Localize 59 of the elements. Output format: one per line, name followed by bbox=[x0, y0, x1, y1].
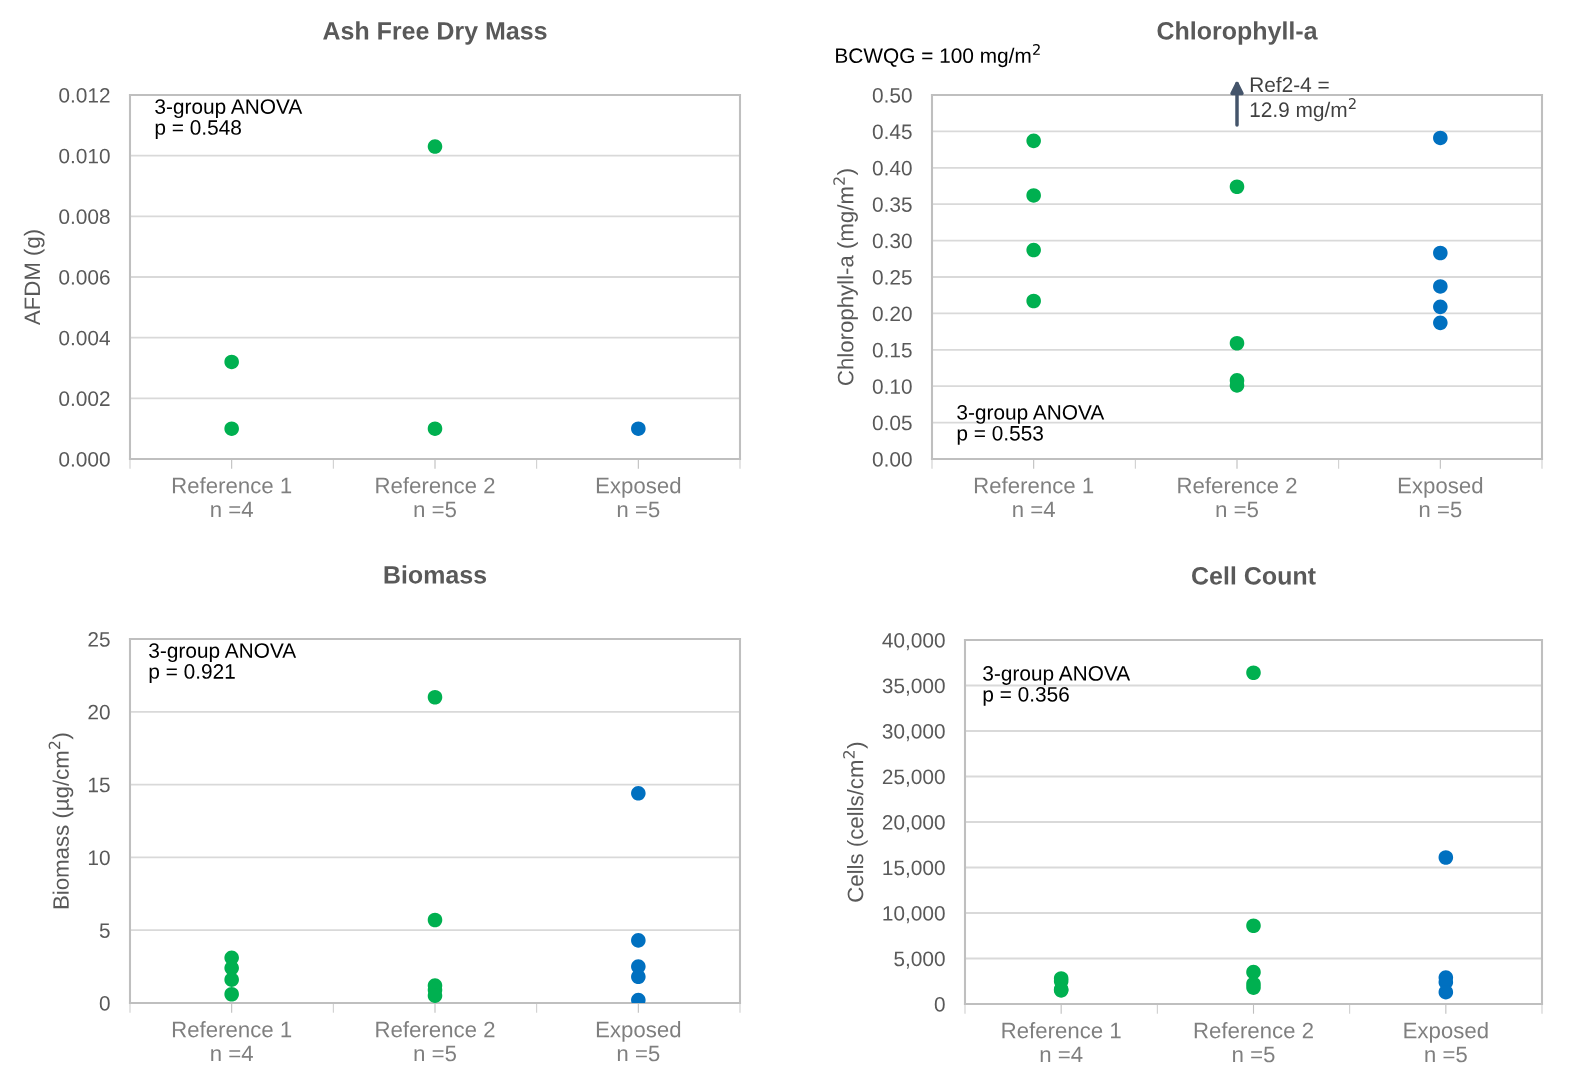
y-tick-label: 15,000 bbox=[883, 860, 945, 878]
x-tick-label: Exposed n =5 bbox=[596, 477, 681, 518]
chart-title: Ash Free Dry Mass bbox=[323, 21, 547, 45]
x-tick-label: Reference 2 n =5 bbox=[376, 477, 495, 518]
y-tick-label: 20,000 bbox=[882, 815, 945, 833]
y-axis-title: Chlorophyll-a (mg/m$^{2}$) bbox=[833, 169, 858, 385]
y-tick-label: 20 bbox=[88, 704, 110, 720]
y-tick-label: 0.10 bbox=[872, 379, 912, 394]
annotation: 3-group ANOVA p = 0.553 bbox=[957, 404, 1105, 445]
chart-title: Chlorophyll-a bbox=[1157, 21, 1318, 45]
y-tick-label: 5,000 bbox=[894, 951, 945, 969]
x-tick-label: Reference 1 n =4 bbox=[1002, 1022, 1121, 1063]
y-tick-label: 15 bbox=[88, 777, 110, 793]
x-tick-label: Reference 2 n =5 bbox=[1178, 477, 1297, 518]
y-axis-title: Biomass (µg/cm$^{2}$) bbox=[48, 733, 74, 909]
y-tick-label: 0.00 bbox=[872, 452, 912, 467]
y-tick-label: 0.30 bbox=[872, 233, 912, 249]
chart-title: Cell Count bbox=[1192, 566, 1316, 585]
y-tick-label: 30,000 bbox=[882, 724, 945, 742]
y-tick-label: 0.006 bbox=[59, 270, 110, 285]
x-tick-label: Exposed n =5 bbox=[1398, 477, 1483, 518]
annotation: 3-group ANOVA p = 0.548 bbox=[155, 99, 303, 139]
y-tick-label: 0.45 bbox=[872, 124, 912, 140]
x-tick-label: Reference 1 n =4 bbox=[974, 477, 1094, 518]
x-tick-label: Reference 2 n =5 bbox=[1194, 1022, 1313, 1063]
y-tick-label: 0.002 bbox=[59, 391, 110, 407]
y-tick-label: 35,000 bbox=[882, 678, 945, 696]
y-axis-title: Cells (cells/cm$^{2}$) bbox=[843, 742, 868, 902]
y-tick-label: 0 bbox=[934, 997, 945, 1012]
y-tick-label: 0.40 bbox=[872, 160, 912, 176]
y-tick-label: 40,000 bbox=[882, 633, 945, 651]
x-tick-label: Exposed n =5 bbox=[1404, 1022, 1488, 1063]
chart-title: Biomass bbox=[384, 565, 487, 584]
y-tick-label: 0.05 bbox=[872, 415, 912, 431]
y-tick-label: 5 bbox=[99, 923, 110, 938]
y-tick-label: 0.000 bbox=[59, 452, 110, 467]
y-tick-label: 25,000 bbox=[882, 769, 945, 787]
y-tick-label: 0.20 bbox=[872, 306, 912, 322]
y-tick-label: 25 bbox=[88, 632, 110, 647]
y-tick-label: 10,000 bbox=[883, 906, 945, 924]
x-tick-label: Reference 2 n =5 bbox=[376, 1021, 495, 1062]
y-tick-label: 10 bbox=[88, 850, 110, 866]
text: BCWQG = 100 mg/m$^{2}$ bbox=[836, 44, 1040, 68]
y-tick-label: 0.35 bbox=[872, 197, 912, 212]
annotation: 3-group ANOVA p = 0.921 bbox=[149, 643, 297, 683]
y-axis-title: AFDM (g) bbox=[23, 230, 45, 326]
y-tick-label: 0.004 bbox=[59, 330, 110, 346]
y-tick-label: 0.010 bbox=[59, 148, 110, 164]
x-tick-label: Exposed n =5 bbox=[596, 1021, 681, 1062]
y-tick-label: 0.15 bbox=[872, 342, 912, 358]
y-tick-label: 0.008 bbox=[59, 209, 110, 225]
y-tick-label: 0.012 bbox=[59, 88, 110, 103]
y-tick-label: 0.25 bbox=[872, 270, 912, 285]
annotation: Ref2-4 = 12.9 mg/m$^{2}$ bbox=[1250, 76, 1356, 122]
x-tick-label: Reference 1 n =4 bbox=[172, 477, 292, 518]
x-tick-label: Reference 1 n =4 bbox=[172, 1021, 292, 1062]
y-tick-label: 0 bbox=[99, 996, 110, 1011]
y-tick-label: 0.50 bbox=[872, 88, 912, 103]
annotation: 3-group ANOVA p = 0.356 bbox=[983, 666, 1131, 706]
